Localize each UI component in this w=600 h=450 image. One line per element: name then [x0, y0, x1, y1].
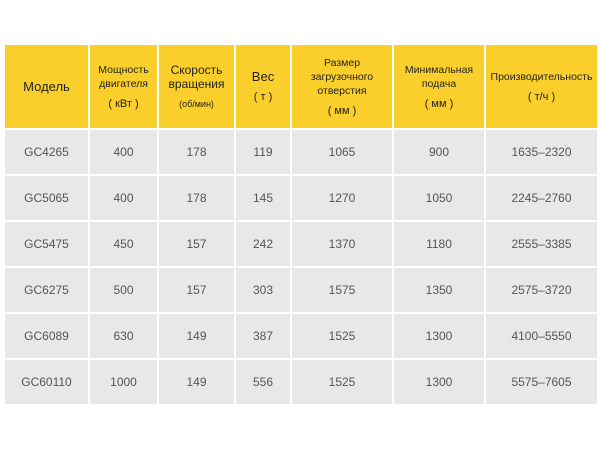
column-header: Мощность двигателя ( кВт ): [88, 43, 159, 130]
table-cell: 1180: [392, 220, 486, 268]
column-header: Производительность ( т/ч ): [484, 43, 599, 130]
header-label: Вес: [251, 68, 275, 84]
table-cell: 2555–3385: [484, 220, 599, 268]
table-cell: 303: [234, 266, 292, 314]
table-cell: 157: [157, 220, 236, 268]
header-row: Модель Мощность двигателя ( кВт ) Скорость …: [3, 43, 599, 130]
table-cell: 149: [157, 358, 236, 406]
header-unit: ( кВт ): [108, 97, 139, 110]
table-cell: 1300: [392, 312, 486, 360]
table-cell: 1575: [290, 266, 394, 314]
table-row: GC6089 630 149 387 1525 1300 4100–5550: [3, 312, 599, 360]
table-row: GC6275 500 157 303 1575 1350 2575–3720: [3, 266, 599, 314]
table-cell: 500: [88, 266, 159, 314]
header-unit: ( мм ): [424, 97, 454, 110]
table-cell: 400: [88, 174, 159, 222]
header-unit: ( мм ): [327, 104, 357, 117]
table-cell: 1635–2320: [484, 128, 599, 176]
table-cell: 1000: [88, 358, 159, 406]
table-cell: 5575–7605: [484, 358, 599, 406]
table-cell: 450: [88, 220, 159, 268]
table-cell: 1370: [290, 220, 394, 268]
table-cell: 145: [234, 174, 292, 222]
table-row: GC5475 450 157 242 1370 1180 2555–3385: [3, 220, 599, 268]
header-unit: ( т/ч ): [527, 90, 556, 103]
table-cell: 1270: [290, 174, 394, 222]
table-cell: GC5475: [3, 220, 90, 268]
table-cell: 4100–5550: [484, 312, 599, 360]
table-cell: 1525: [290, 358, 394, 406]
table-row: GC4265 400 178 119 1065 900 1635–2320: [3, 128, 599, 176]
header-label: Скорость вращения: [168, 62, 225, 91]
table-cell: 630: [88, 312, 159, 360]
column-header: Модель: [3, 43, 90, 130]
header-unit: (об/мин): [179, 98, 214, 109]
header-label: Мощность двигателя: [98, 63, 149, 90]
table-row: GC60110 1000 149 556 1525 1300 5575–7605: [3, 358, 599, 406]
table-cell: GC6275: [3, 266, 90, 314]
table-cell: 178: [157, 128, 236, 176]
table-row: GC5065 400 178 145 1270 1050 2245–2760: [3, 174, 599, 222]
table-cell: 1065: [290, 128, 394, 176]
table-cell: GC60110: [3, 358, 90, 406]
header-label: Производительность: [490, 70, 593, 83]
table-cell: 2245–2760: [484, 174, 599, 222]
table-cell: GC5065: [3, 174, 90, 222]
table-cell: 387: [234, 312, 292, 360]
table-cell: 400: [88, 128, 159, 176]
specs-table: Модель Мощность двигателя ( кВт ) Скорость …: [3, 43, 599, 406]
header-label: Модель: [23, 78, 70, 94]
header-unit: ( т ): [253, 90, 273, 103]
table-cell: 178: [157, 174, 236, 222]
column-header: Скорость вращения (об/мин): [157, 43, 236, 130]
table-cell: 242: [234, 220, 292, 268]
table-cell: 119: [234, 128, 292, 176]
table-cell: 149: [157, 312, 236, 360]
table-cell: 900: [392, 128, 486, 176]
table-cell: 1050: [392, 174, 486, 222]
table-cell: 1525: [290, 312, 394, 360]
column-header: Размер загрузочного отверстия ( мм ): [290, 43, 394, 130]
column-header: Вес ( т ): [234, 43, 292, 130]
table-cell: GC4265: [3, 128, 90, 176]
table-cell: 556: [234, 358, 292, 406]
column-header: Минимальная подача ( мм ): [392, 43, 486, 130]
table-cell: 1350: [392, 266, 486, 314]
table-cell: 2575–3720: [484, 266, 599, 314]
table-cell: 157: [157, 266, 236, 314]
header-label: Размер загрузочного отверстия: [310, 56, 374, 97]
table-cell: GC6089: [3, 312, 90, 360]
header-label: Минимальная подача: [404, 63, 474, 90]
table-cell: 1300: [392, 358, 486, 406]
